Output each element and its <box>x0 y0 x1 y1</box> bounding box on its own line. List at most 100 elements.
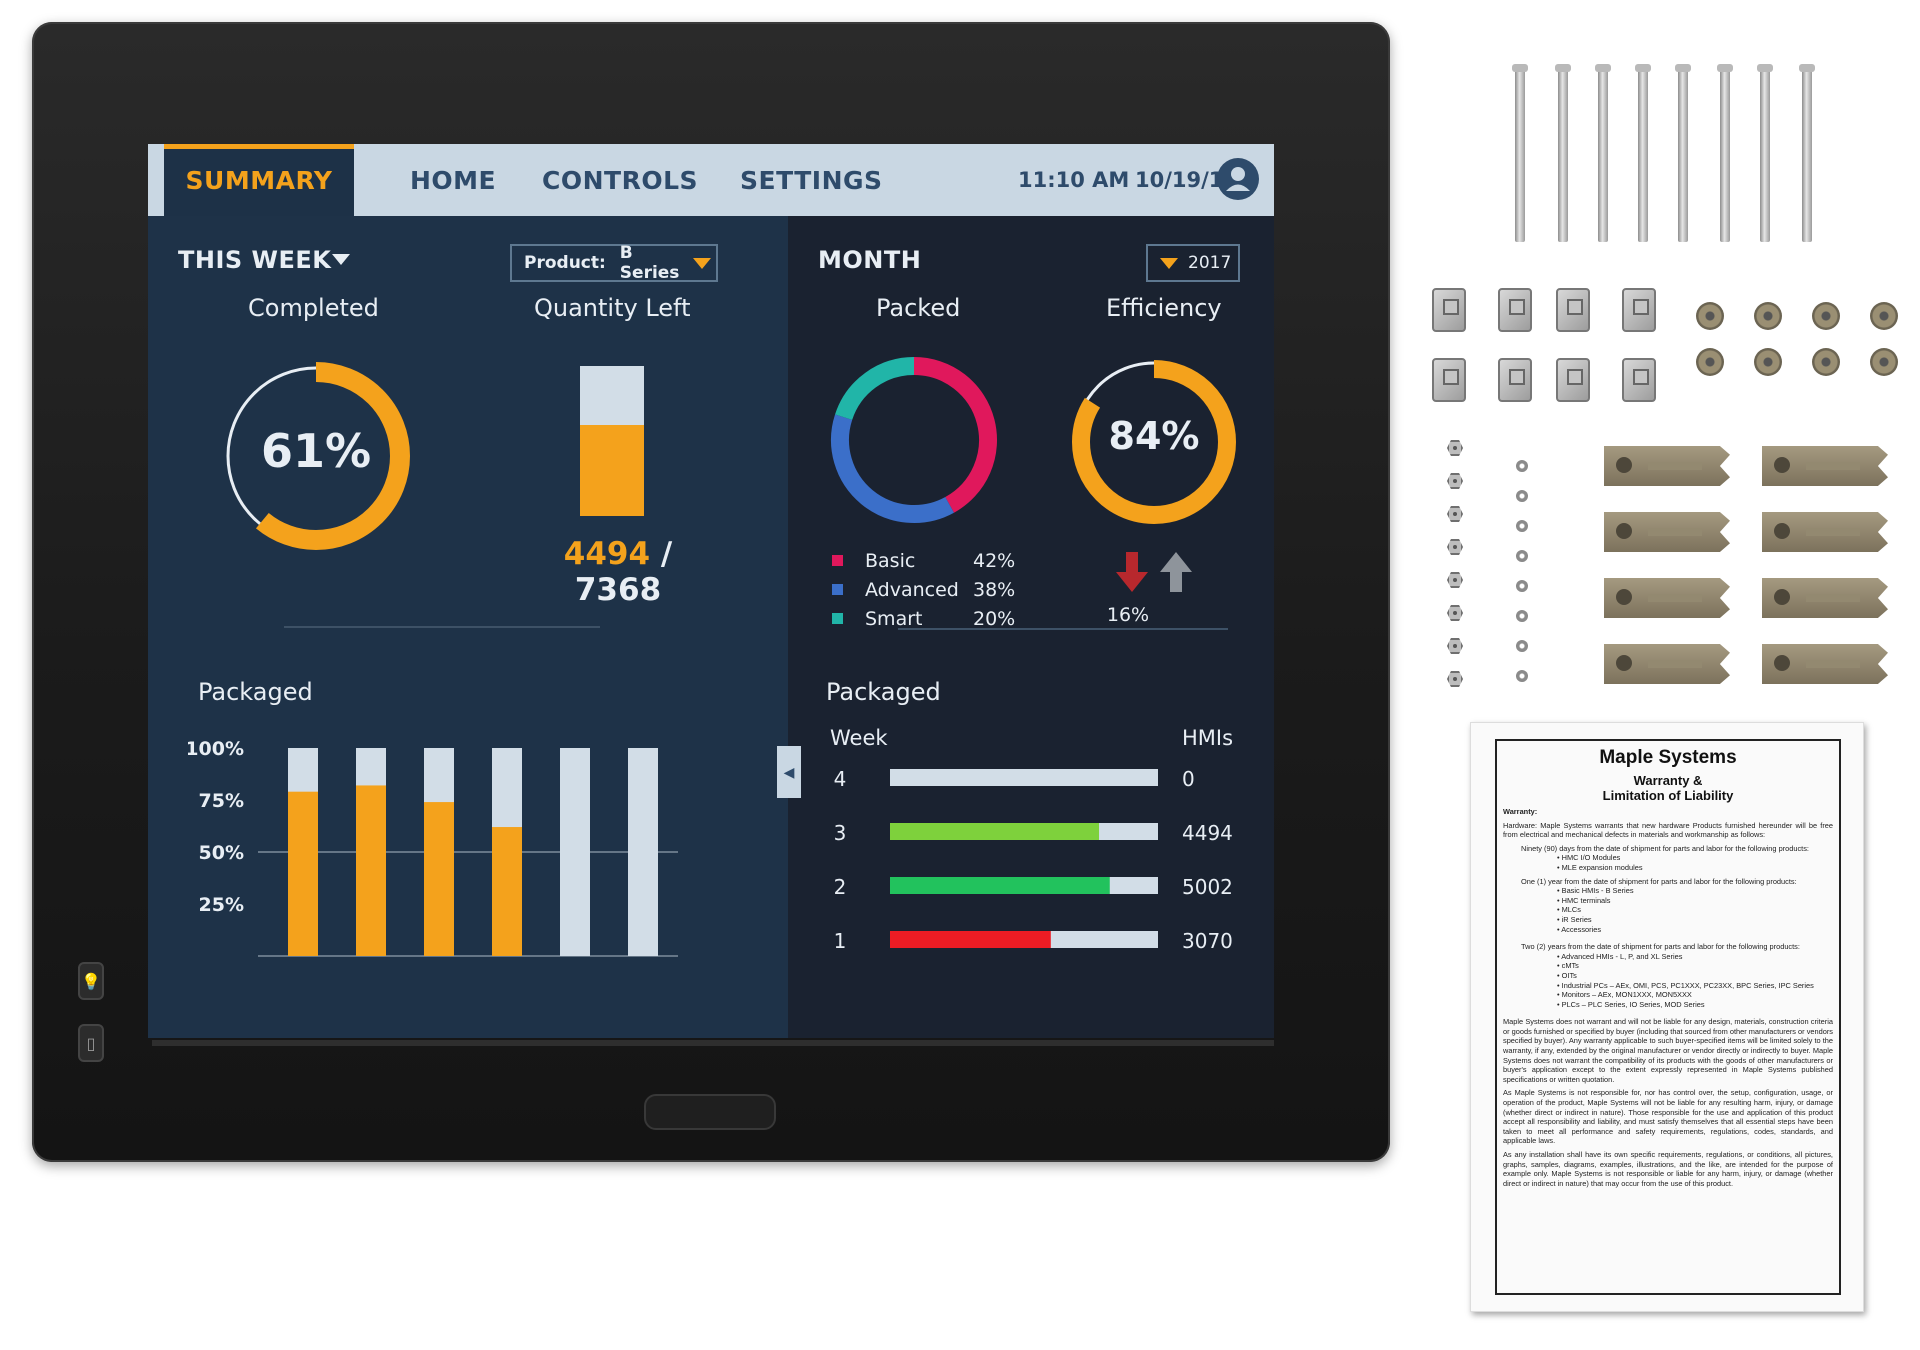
screw-part <box>1799 64 1815 242</box>
completed-value: 61% <box>260 424 372 478</box>
smallwasher-part <box>1516 670 1528 682</box>
home-hardware-button[interactable] <box>644 1094 776 1130</box>
nut-part <box>1447 539 1463 555</box>
nut-part <box>1447 473 1463 489</box>
legend-value: 20% <box>973 607 1016 630</box>
tab-home[interactable]: HOME <box>410 165 497 195</box>
collapse-panel-button[interactable]: ◀ <box>777 746 801 798</box>
legend-item: Advanced 38% <box>832 575 1015 604</box>
arrow-down-icon <box>1116 552 1148 592</box>
quantity-bar-track <box>580 366 644 516</box>
efficiency-gauge <box>1072 360 1236 524</box>
chevron-down-icon <box>1160 257 1178 269</box>
year-value: 2017 <box>1188 253 1232 273</box>
washer-part <box>1870 302 1898 330</box>
washer-part <box>1696 348 1724 376</box>
tab-settings[interactable]: SETTINGS <box>740 165 883 195</box>
tab-summary[interactable]: SUMMARY <box>164 144 354 216</box>
nut-part <box>1447 506 1463 522</box>
packaged-month-title: Packaged <box>826 678 941 706</box>
y-tick-label: 100% <box>188 738 244 760</box>
storage-led-icon: ▯ <box>78 1024 104 1062</box>
user-avatar-icon[interactable] <box>1217 158 1259 200</box>
bar-track <box>890 769 1158 786</box>
screw-part <box>1595 64 1611 242</box>
monthly-panel: MONTH 2017 Packed Basic 42% Advanced 38% Sma… <box>788 216 1274 1038</box>
efficiency-title: Efficiency <box>1106 294 1222 322</box>
nut-part <box>1447 638 1463 654</box>
clip-part <box>1556 288 1590 332</box>
bracket-part <box>1762 446 1888 486</box>
card-list: • Advanced HMIs - L, P, and XL Series • c… <box>1503 952 1833 1010</box>
card-subtitle-1: Warranty & <box>1633 773 1703 788</box>
card-paragraph: Two (2) years from the date of shipment … <box>1521 942 1800 952</box>
warranty-heading: Warranty: <box>1503 807 1538 816</box>
gauge-fill <box>1072 360 1236 524</box>
smallwasher-part <box>1516 610 1528 622</box>
week-label: 3 <box>834 821 847 845</box>
clip-part <box>1622 288 1656 332</box>
bar <box>492 827 522 956</box>
smallwasher-part <box>1516 640 1528 652</box>
packed-donut-chart <box>831 357 997 523</box>
card-list-item: • HMC terminals <box>1557 895 1611 905</box>
clip-part <box>1498 288 1532 332</box>
hmi-screen: SUMMARY HOME CONTROLS SETTINGS 11:10 AM … <box>148 144 1274 1038</box>
chevron-down-icon <box>693 257 712 269</box>
donut-slice <box>913 357 997 513</box>
clip-part <box>1432 288 1466 332</box>
week-label: 2 <box>834 875 847 899</box>
card-subtitle-2: Limitation of Liability <box>1602 788 1734 803</box>
donut-slice <box>835 357 915 421</box>
quantity-left-title: Quantity Left <box>534 294 691 322</box>
card-paragraph: Maple Systems does not warrant and will … <box>1503 1017 1833 1084</box>
card-paragraph: Ninety (90) days from the date of shipme… <box>1521 843 1809 853</box>
card-list-item: • OITs <box>1557 970 1577 980</box>
smallwasher-part <box>1516 550 1528 562</box>
bracket-part <box>1604 512 1730 552</box>
month-label: MONTH <box>818 246 922 274</box>
hmi-device: 💡 ▯ SUMMARY HOME CONTROLS SETTINGS 11:10… <box>32 22 1390 1162</box>
bar <box>890 931 1051 948</box>
bar <box>288 791 318 956</box>
nut-part <box>1447 440 1463 456</box>
period-dropdown-icon[interactable] <box>332 254 350 265</box>
bracket-part <box>1604 446 1730 486</box>
bar-track <box>560 748 590 956</box>
top-nav: SUMMARY HOME CONTROLS SETTINGS 11:10 AM … <box>148 144 1274 216</box>
screw-part <box>1717 64 1733 242</box>
efficiency-change: 16% <box>1106 604 1150 626</box>
year-dropdown[interactable]: 2017 <box>1146 244 1240 282</box>
product-value: B Series <box>619 243 680 283</box>
y-tick-label: 75% <box>199 790 244 812</box>
smallwasher-part <box>1516 460 1528 472</box>
product-dropdown[interactable]: Product: B Series <box>510 243 718 283</box>
card-body: Warranty: Hardware: Maple Systems warran… <box>1503 807 1833 1188</box>
card-list-item: • PLCs – PLC Series, IO Series, MOD Seri… <box>1557 999 1705 1009</box>
washer-part <box>1812 302 1840 330</box>
gauge-fill <box>222 362 410 550</box>
warranty-card: Maple Systems Warranty & Limitation of L… <box>1470 722 1864 1312</box>
card-paragraph: As Maple Systems is not responsible for,… <box>1503 1088 1833 1146</box>
legend-value: 42% <box>973 549 1016 572</box>
smallwasher-part <box>1516 490 1528 502</box>
packed-title: Packed <box>876 294 961 322</box>
packed-legend: Basic 42% Advanced 38% Smart 20% <box>832 546 1015 633</box>
legend-value: 38% <box>973 578 1016 601</box>
smallwasher-part <box>1516 580 1528 592</box>
product-label: Product: <box>524 253 606 273</box>
washer-part <box>1696 302 1724 330</box>
card-list: • HMC I/O Modules • MLE expansion modules <box>1503 853 1833 872</box>
washer-part <box>1754 348 1782 376</box>
tab-controls[interactable]: CONTROLS <box>542 165 699 195</box>
bar-track <box>628 748 658 956</box>
clock-time: 11:10 AM <box>1018 168 1130 192</box>
card-paragraph: One (1) year from the date of shipment f… <box>1521 876 1797 886</box>
screw-part <box>1555 64 1571 242</box>
hmi-count: 0 <box>1182 767 1195 791</box>
card-title: Maple Systems <box>1599 747 1737 768</box>
washer-part <box>1812 348 1840 376</box>
quantity-readout: 4494 / 7368 <box>518 536 718 608</box>
quantity-done: 4494 <box>563 536 651 572</box>
week-header: Week <box>830 726 888 750</box>
